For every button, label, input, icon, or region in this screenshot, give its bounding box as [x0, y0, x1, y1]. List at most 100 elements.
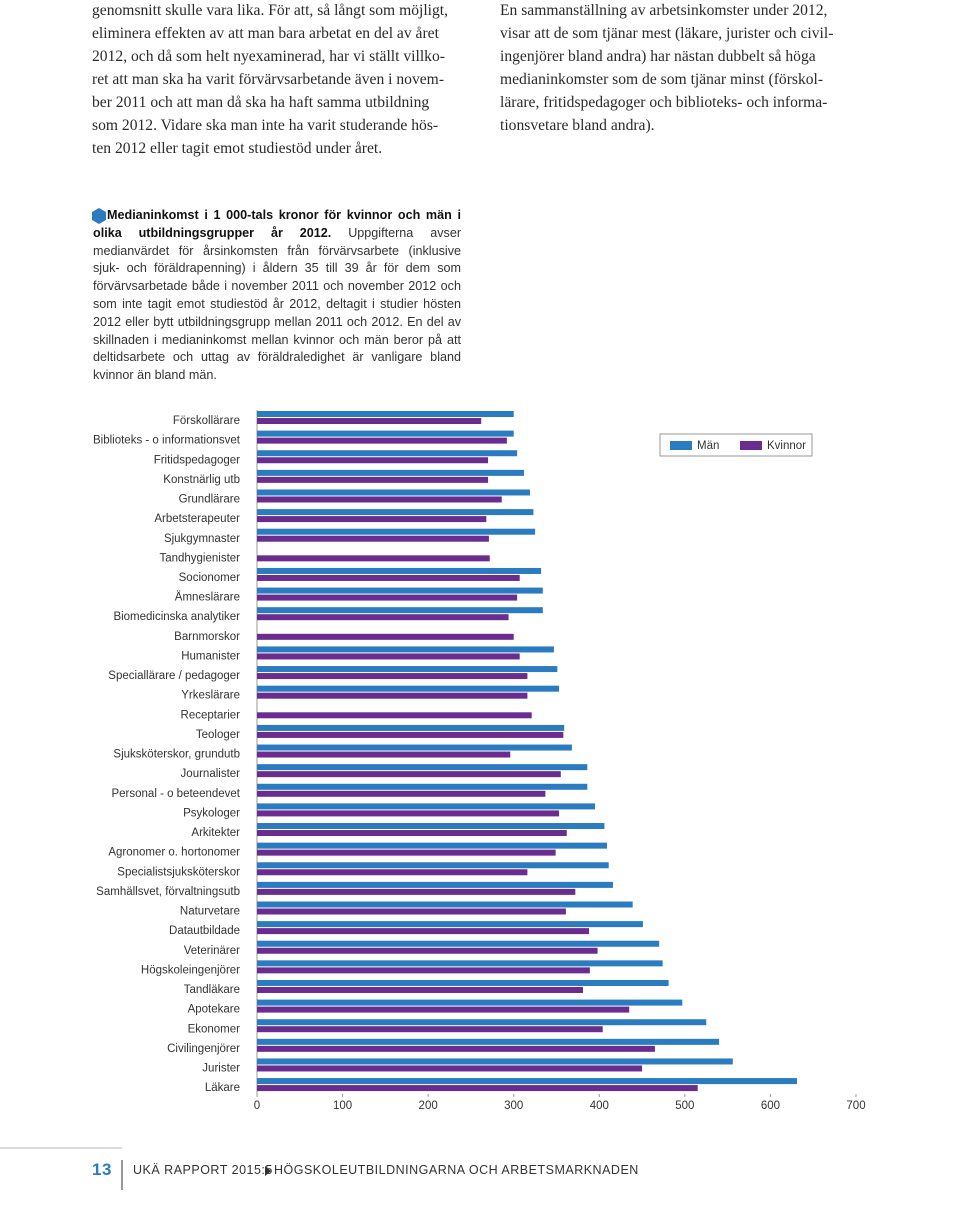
text-line: lärare, fritidspedagoger och biblioteks-… — [500, 94, 828, 111]
bar — [257, 921, 643, 928]
bar — [257, 751, 511, 758]
bar — [257, 607, 543, 614]
y-tick-label: Högskoleingenjörer — [141, 964, 240, 976]
bar — [257, 489, 530, 496]
bar — [257, 666, 558, 673]
bar — [257, 712, 532, 719]
bar — [257, 901, 633, 908]
text-line: ber 2011 och att man då ska ha haft samm… — [92, 94, 430, 111]
y-tick-label: Tandhygienister — [159, 552, 240, 564]
bar — [257, 1019, 707, 1026]
y-tick-label: Sjukgymnaster — [164, 533, 240, 545]
bar — [257, 1006, 630, 1013]
bar — [257, 744, 572, 751]
text-line: eliminera effekten av att man bara arbet… — [92, 25, 439, 42]
bar — [257, 869, 528, 876]
y-tick-label: Konstnärlig utb — [163, 474, 240, 486]
y-tick-label: Samhällsvet, förvaltningsutb — [96, 886, 240, 898]
bar — [257, 509, 534, 516]
y-tick-label: Arkitekter — [191, 827, 240, 839]
bar — [257, 574, 520, 581]
bar — [257, 516, 487, 523]
bar — [257, 842, 607, 849]
bar — [257, 633, 514, 640]
y-tick-label: Arbetsterapeuter — [154, 513, 240, 525]
text-line: tionsvetare bland andra). — [500, 117, 655, 134]
y-tick-label: Receptarier — [181, 709, 241, 721]
bar — [257, 830, 567, 837]
caption-title: Medianinkomst i 1 000-tals kronor för kv… — [93, 208, 461, 240]
bar — [257, 535, 489, 542]
y-tick-label: Sjuksköterskor, grundutb — [113, 749, 240, 761]
x-tick-label: 100 — [333, 1100, 352, 1112]
bar — [257, 908, 566, 915]
y-tick-label: Biblioteks - o informationsvet — [93, 435, 241, 447]
text-line: genomsnitt skulle vara lika. För att, så… — [92, 2, 449, 19]
bar — [257, 594, 518, 601]
bar — [257, 790, 546, 797]
bar — [257, 803, 596, 810]
y-tick-label: Teologer — [196, 729, 240, 741]
text-line: ten 2012 eller tagit emot studiestöd und… — [92, 140, 383, 157]
bar — [257, 1045, 655, 1052]
bar — [257, 528, 536, 535]
bar — [257, 692, 528, 699]
text-line: som 2012. Vidare ska man inte ha varit s… — [92, 117, 439, 134]
bar — [257, 587, 543, 594]
y-tick-label: Datautbildade — [169, 925, 240, 937]
caption-text: Uppgifterna avser medianvärdet för årsin… — [93, 225, 462, 383]
bar — [257, 1065, 643, 1072]
section-name: HÖGSKOLEUTBILDNINGARNA OCH ARBETSMARKNAD… — [274, 1163, 639, 1177]
y-tick-label: Apotekare — [188, 1004, 240, 1016]
y-tick-label: Biomedicinska analytiker — [113, 611, 240, 623]
bar — [257, 724, 565, 731]
text-line: ret att man ska ha varit förvärvsarbetan… — [92, 71, 445, 88]
y-tick-label: Civilingenjörer — [167, 1043, 240, 1055]
bar — [257, 783, 588, 790]
bar — [257, 810, 560, 817]
y-tick-label: Jurister — [202, 1062, 240, 1074]
bar — [257, 418, 482, 424]
footer-arrow — [265, 1166, 271, 1176]
y-tick-label: Fritidspedagoger — [154, 454, 240, 466]
y-tick-label: Tandläkare — [184, 984, 240, 996]
text-line: En sammanställning av arbetsinkomster un… — [500, 2, 828, 19]
caption-icon — [92, 208, 106, 224]
bar — [257, 469, 524, 476]
y-tick-label: Naturvetare — [180, 906, 240, 918]
bar — [257, 614, 509, 621]
y-tick-label: Socionomer — [179, 572, 241, 584]
y-tick-label: Ekonomer — [188, 1023, 241, 1035]
bar — [257, 496, 502, 503]
page-number: 13 — [92, 1160, 112, 1179]
y-tick-label: Specialistsjuksköterskor — [117, 866, 240, 878]
bar — [257, 450, 518, 457]
bar — [257, 457, 489, 464]
y-tick-label: Barnmorskor — [174, 631, 240, 643]
text-line: medianinkomster som de som tjänar minst … — [500, 71, 824, 88]
y-tick-label: Speciallärare / pedagoger — [108, 670, 240, 682]
x-tick-label: 300 — [504, 1100, 523, 1112]
bar — [257, 653, 520, 660]
bar — [257, 771, 561, 778]
bar — [257, 960, 663, 967]
bar — [257, 1026, 603, 1033]
y-tick-label: Psykologer — [183, 807, 240, 819]
x-tick-label: 0 — [254, 1100, 260, 1112]
bar — [257, 881, 613, 888]
x-tick-label: 600 — [761, 1100, 780, 1112]
bar — [257, 646, 554, 653]
bar — [257, 673, 528, 680]
y-tick-label: Ämneslärare — [175, 592, 240, 604]
legend-box — [659, 433, 813, 457]
legend-swatch — [670, 441, 692, 450]
bar — [257, 862, 609, 869]
bar — [257, 1078, 797, 1085]
right-column: En sammanställning av arbetsinkomster un… — [500, 0, 872, 137]
y-tick-label: Personal - o beteendevet — [111, 788, 240, 800]
bar — [257, 437, 507, 444]
y-tick-label: Förskollärare — [173, 415, 240, 427]
bar — [257, 1038, 720, 1045]
